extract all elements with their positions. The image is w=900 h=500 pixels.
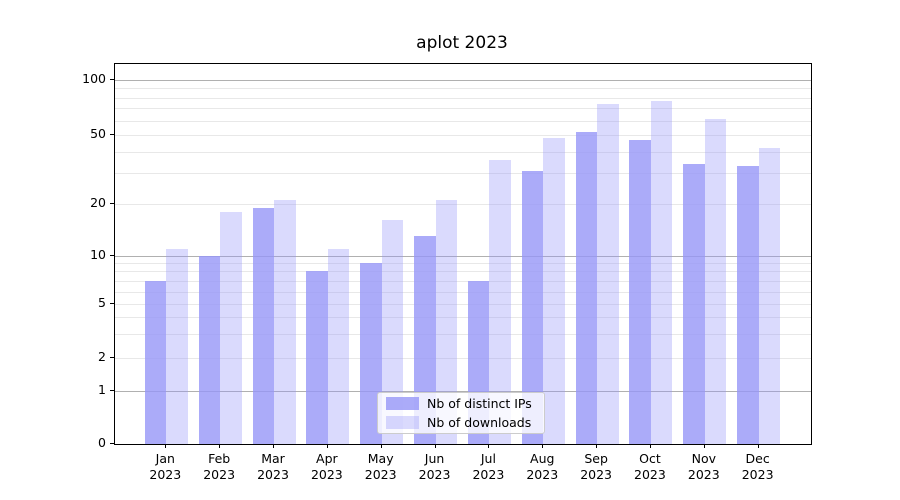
x-tick-label-jun: Jun 2023 [418,451,451,482]
y-tick-2 [110,357,114,359]
y-tick-label-5: 5 [98,295,106,311]
gridline-minor-7 [115,280,811,282]
x-tick-nov [703,444,705,448]
bar-downloads-feb [220,211,242,444]
x-tick-label-mar: Mar 2023 [257,451,289,482]
gridline-minor-5 [115,304,811,306]
x-tick-label-aug: Aug 2023 [526,451,559,482]
bar-ips-may [360,263,382,444]
bar-ips-dec [737,166,759,444]
x-tick-label-apr: Apr 2023 [310,451,343,482]
gridline-minor-40 [115,151,811,153]
x-tick-jan [165,444,167,448]
bar-ips-feb [198,255,221,444]
legend-swatch-ips [386,397,419,410]
y-tick-label-50: 50 [90,126,106,141]
y-tick-label-20: 20 [90,194,106,210]
x-tick-apr [326,444,328,448]
x-tick-label-dec: Dec 2023 [741,451,774,482]
x-tick-label-may: May 2023 [364,451,397,482]
gridline-major-10 [115,255,811,257]
gridline-minor-20 [115,203,811,205]
y-tick-label-2: 2 [98,349,106,365]
gridline-minor-70 [115,108,811,110]
bar-downloads-aug [543,138,565,444]
gridline-minor-6 [115,291,811,293]
bar-ips-jun [414,236,436,444]
legend: Nb of distinct IPs Nb of downloads [377,392,545,434]
x-tick-aug [542,444,544,448]
bar-ips-mar [252,207,274,444]
y-tick-label-10: 10 [90,246,106,262]
y-tick-20 [110,202,114,204]
gridline-minor-2 [115,358,811,360]
gridline-major-100 [115,80,811,81]
legend-row-downloads: Nb of downloads [386,415,544,430]
gridline-minor-3 [115,334,811,336]
x-tick-label-oct: Oct 2023 [634,451,666,482]
gridline-minor-4 [115,317,811,319]
y-tick-10 [110,254,114,256]
gridline-minor-9 [115,263,811,265]
gridline-minor-60 [115,120,811,122]
bar-downloads-jul [489,159,511,444]
bar-ips-oct [629,139,651,444]
legend-row-ips: Nb of distinct IPs [386,396,544,411]
bar-ips-apr [306,271,328,444]
x-tick-label-jan: Jan 2023 [149,451,182,482]
gridline-major-1 [115,391,811,392]
y-tick-label-1: 1 [98,382,106,397]
x-tick-label-sep: Sep 2023 [580,451,612,482]
bar-downloads-may [381,220,404,444]
bar-ips-nov [683,163,705,444]
legend-label-downloads: Nb of downloads [427,415,532,430]
x-tick-may [380,444,382,448]
x-tick-mar [273,444,274,448]
bar-downloads-nov [704,119,727,444]
gridline-minor-30 [115,173,811,175]
bar-downloads-sep [597,103,619,444]
bar-downloads-jan [166,248,188,444]
bar-ips-jan [144,280,167,444]
x-tick-label-jul: Jul 2023 [472,451,505,482]
y-tick-100 [110,79,114,80]
x-tick-oct [649,444,651,448]
bar-ips-sep [575,131,598,444]
gridline-minor-50 [115,135,811,136]
x-tick-feb [219,444,221,448]
gridline-minor-8 [115,271,811,273]
bar-downloads-mar [274,200,296,444]
y-tick-label-0: 0 [98,435,106,450]
bar-ips-aug [521,170,544,444]
bar-downloads-oct [650,100,673,444]
x-tick-sep [596,444,598,448]
x-tick-jul [488,444,490,448]
y-tick-0 [110,443,114,444]
bar-downloads-jun [435,200,458,444]
x-tick-label-feb: Feb 2023 [203,451,236,482]
y-tick-label-100: 100 [82,71,106,86]
bar-downloads-dec [758,148,781,444]
y-tick-5 [110,303,114,305]
x-tick-label-nov: Nov 2023 [687,451,720,482]
gridline-minor-80 [115,97,811,99]
x-tick-jun [434,444,436,448]
bar-downloads-apr [327,248,350,444]
chart-title: aplot 2023 [416,33,508,53]
legend-label-ips: Nb of distinct IPs [427,396,532,411]
x-tick-dec [757,444,759,448]
y-tick-50 [110,134,114,135]
legend-swatch-downloads [386,416,419,429]
y-tick-1 [110,390,114,391]
plot-area [114,63,812,445]
gridline-minor-90 [115,88,811,90]
